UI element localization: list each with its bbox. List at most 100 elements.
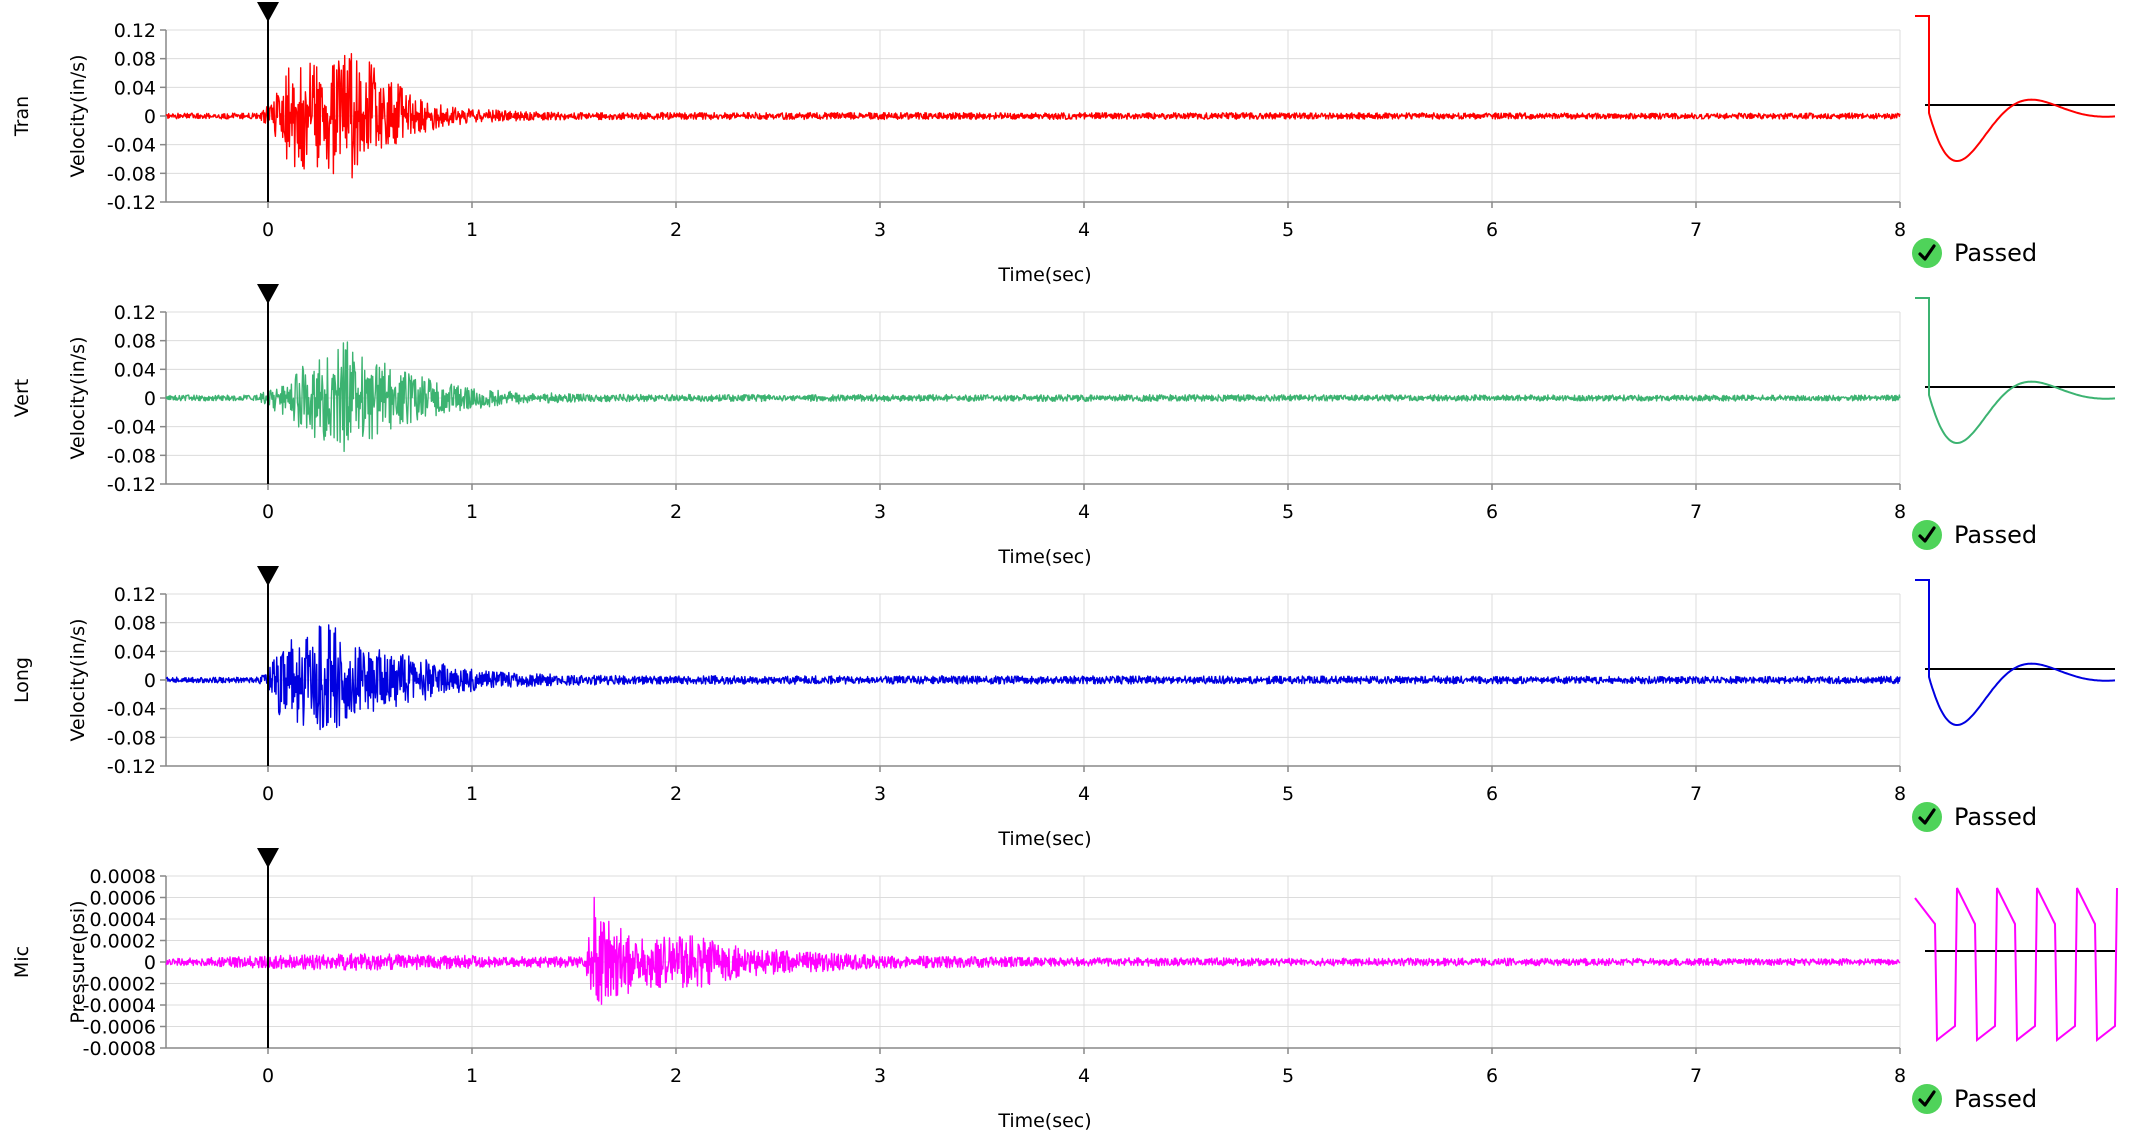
- x-axis-label: Time(sec): [997, 546, 1091, 568]
- x-tick-label: 1: [466, 501, 478, 523]
- y-tick-label: -0.08: [107, 445, 156, 467]
- status-tran: Passed: [1912, 238, 2037, 268]
- y-tick-label: 0.0004: [90, 909, 156, 931]
- x-tick-label: 7: [1690, 1065, 1702, 1087]
- y-axis-label: Pressure(psi): [67, 900, 89, 1023]
- y-tick-label: 0: [144, 952, 156, 974]
- x-tick-label: 0: [262, 1065, 274, 1087]
- y-tick-label: -0.08: [107, 727, 156, 749]
- x-tick-label: 0: [262, 501, 274, 523]
- status-label: Passed: [1954, 521, 2038, 549]
- y-axis-label: Velocity(in/s): [67, 337, 89, 460]
- y-tick-label: -0.0002: [83, 974, 156, 996]
- panel-tran: 0.12 0.08 0.04 0 -0.04 -0.08 -0.12 0 1 2 3 4 5 6 7 8 Tim…: [11, 2, 2116, 286]
- status-label: Passed: [1954, 803, 2038, 831]
- trigger-marker-icon: [257, 848, 279, 868]
- channel-label: Mic: [11, 946, 33, 978]
- y-tick-label: -0.0008: [83, 1038, 156, 1060]
- y-tick-label: 0.12: [114, 584, 156, 606]
- calibration-long: [1915, 579, 2116, 727]
- check-icon: [1912, 1084, 1942, 1114]
- y-tick-label: 0.04: [114, 77, 156, 99]
- x-tick-label: 4: [1078, 219, 1090, 241]
- waveform-vert: [165, 341, 1901, 453]
- x-tick-label: 6: [1486, 783, 1498, 805]
- status-label: Passed: [1954, 239, 2038, 267]
- trigger-marker-icon: [257, 284, 279, 304]
- check-icon: [1912, 802, 1942, 832]
- y-tick-label: -0.0006: [83, 1017, 156, 1039]
- x-tick-label: 4: [1078, 783, 1090, 805]
- y-tick-label: 0: [144, 106, 156, 128]
- x-tick-label: 6: [1486, 219, 1498, 241]
- calibration-mic: [1914, 887, 2118, 1043]
- y-tick-label: 0.12: [114, 20, 156, 42]
- calibration-tran: [1915, 15, 2116, 163]
- x-tick-label: 3: [874, 1065, 886, 1087]
- x-tick-label: 8: [1894, 1065, 1906, 1087]
- x-tick-label: 3: [874, 501, 886, 523]
- channel-label: Long: [11, 657, 33, 703]
- x-tick-label: 5: [1282, 783, 1294, 805]
- x-tick-label: 8: [1894, 501, 1906, 523]
- waveform-mic: [165, 896, 1901, 1005]
- x-tick-label: 0: [262, 219, 274, 241]
- y-tick-label: 0: [144, 670, 156, 692]
- calibration-trace: [1915, 15, 2116, 163]
- x-tick-label: 6: [1486, 501, 1498, 523]
- y-tick-label: -0.04: [107, 135, 156, 157]
- x-axis-label: Time(sec): [997, 1110, 1091, 1131]
- panel-vert: 0.12 0.08 0.04 0 -0.04 -0.08 -0.12 0 1 2 3 4 5 6 7 8 Tim…: [11, 284, 2116, 568]
- channel-label: Vert: [11, 379, 33, 417]
- x-tick-label: 7: [1690, 501, 1702, 523]
- check-icon: [1912, 238, 1942, 268]
- x-axis-label: Time(sec): [997, 828, 1091, 850]
- x-tick-label: 4: [1078, 1065, 1090, 1087]
- y-tick-label: 0.08: [114, 613, 156, 635]
- y-tick-label: -0.08: [107, 163, 156, 185]
- y-tick-label: -0.12: [107, 192, 156, 214]
- x-tick-label: 5: [1282, 1065, 1294, 1087]
- x-tick-label: 2: [670, 783, 682, 805]
- x-tick-label: 2: [670, 219, 682, 241]
- x-tick-label: 5: [1282, 219, 1294, 241]
- x-tick-label: 2: [670, 1065, 682, 1087]
- status-vert: Passed: [1912, 520, 2037, 550]
- x-tick-label: 3: [874, 219, 886, 241]
- calibration-trace: [1915, 297, 2116, 445]
- calibration-vert: [1915, 297, 2116, 445]
- x-tick-label: 5: [1282, 501, 1294, 523]
- x-tick-label: 4: [1078, 501, 1090, 523]
- calibration-trace: [1915, 579, 2116, 727]
- trigger-marker-icon: [257, 2, 279, 22]
- y-tick-label: 0.0002: [90, 931, 156, 953]
- x-tick-label: 8: [1894, 783, 1906, 805]
- x-tick-label: 6: [1486, 1065, 1498, 1087]
- y-axis-label: Velocity(in/s): [67, 619, 89, 742]
- x-tick-label: 1: [466, 1065, 478, 1087]
- status-label: Passed: [1954, 1085, 2038, 1113]
- y-tick-label: 0: [144, 388, 156, 410]
- x-tick-label: 2: [670, 501, 682, 523]
- trigger-marker-icon: [257, 566, 279, 586]
- panel-mic: 0.00080.00060.00040.00020-0.0002-0.0004-…: [11, 848, 2118, 1131]
- y-axis-label: Velocity(in/s): [67, 55, 89, 178]
- x-tick-label: 1: [466, 783, 478, 805]
- y-tick-label: -0.12: [107, 756, 156, 778]
- x-tick-label: 8: [1894, 219, 1906, 241]
- waveform-tran: [165, 53, 1901, 179]
- x-tick-label: 1: [466, 219, 478, 241]
- y-tick-label: -0.04: [107, 417, 156, 439]
- channel-label: Tran: [11, 96, 33, 137]
- calibration-trace: [1914, 887, 2118, 1043]
- y-tick-label: -0.04: [107, 699, 156, 721]
- y-tick-label: -0.0004: [83, 995, 156, 1017]
- x-axis-label: Time(sec): [997, 264, 1091, 286]
- y-tick-label: 0.08: [114, 331, 156, 353]
- status-mic: Passed: [1912, 1084, 2037, 1114]
- y-tick-label: 0.04: [114, 359, 156, 381]
- waveform-long: [165, 624, 1901, 731]
- x-tick-label: 7: [1690, 783, 1702, 805]
- status-long: Passed: [1912, 802, 2037, 832]
